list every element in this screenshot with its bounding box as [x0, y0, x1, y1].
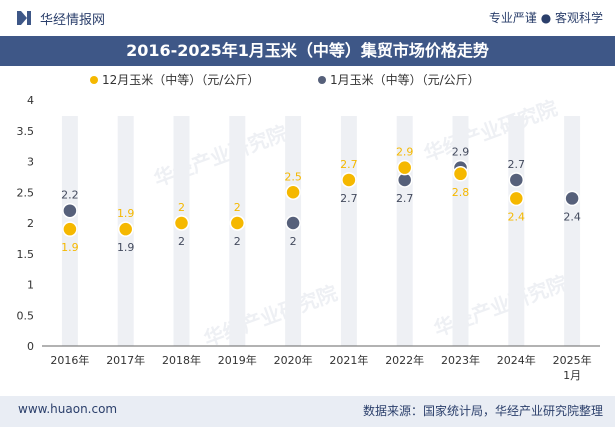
x-tick-label: 2017年: [106, 353, 145, 367]
series-0-label: 2: [234, 201, 241, 214]
title-bar: [0, 36, 615, 66]
series-1-point: [62, 202, 78, 219]
series-1-label: 2.7: [396, 192, 414, 205]
x-tick-label: 2024年: [497, 353, 536, 367]
footer-source: 数据来源：国家统计局，华经产业研究院整理: [362, 404, 603, 418]
footer-website[interactable]: www.huaon.com: [18, 402, 118, 416]
x-tick-label: 2016年: [50, 353, 89, 367]
category-band: [229, 116, 246, 346]
series-0-label: 1.9: [117, 207, 135, 220]
series-0-point: [62, 221, 78, 237]
legend-marker: [318, 76, 326, 84]
y-tick-label: 0: [27, 340, 34, 353]
x-tick-label: 2022年: [385, 353, 424, 367]
y-tick-label: 4: [27, 94, 34, 107]
legend-label: 12月玉米（中等）（元/公斤）: [102, 72, 259, 87]
x-tick-label: 2019年: [218, 353, 257, 367]
x-tick-label: 2020年: [274, 353, 313, 367]
x-tick-label: 1月: [563, 369, 581, 382]
series-1-label: 2.7: [340, 192, 358, 205]
category-band: [564, 116, 581, 346]
category-band: [173, 116, 190, 346]
series-1-label: 2.9: [452, 146, 470, 159]
series-1-point: [508, 172, 525, 188]
series-1-label: 2.4: [563, 210, 581, 223]
brand-tags: 专业严谨 ● 客观科学: [488, 11, 603, 25]
series-0-label: 1.9: [61, 241, 79, 254]
series-1-label: 2.2: [61, 189, 79, 202]
series-0-point: [117, 221, 134, 237]
series-0-label: 2: [178, 201, 185, 214]
chart-area: 12月玉米（中等）（元/公斤） 1月玉米（中等）（元/公斤） 0 0.5 1 1.5 2 2.…: [17, 72, 600, 382]
category-band: [340, 116, 357, 346]
y-tick-label: 3.5: [17, 125, 35, 138]
series-1-point: [285, 215, 301, 231]
series-0-label: 2.9: [396, 146, 414, 159]
category-band: [285, 116, 302, 346]
x-tick-label: 2018年: [162, 353, 201, 367]
series-1-label: 1.9: [117, 241, 135, 254]
series-0-point: [508, 190, 525, 207]
series-0-label: 2.7: [340, 158, 358, 171]
series-0-point: [285, 184, 301, 200]
legend-marker: [90, 76, 98, 84]
series-0-point: [452, 166, 469, 182]
y-tick-label: 2: [27, 217, 34, 230]
series-1-label: 2: [178, 235, 185, 248]
chart-title: 2016-2025年1月玉米（中等）集贸市场价格走势: [126, 41, 489, 60]
x-tick-label: 2021年: [329, 353, 368, 367]
series-1-label: 2.7: [508, 158, 526, 171]
y-tick-label: 1.5: [17, 248, 35, 261]
top-bar: 华经情报网 专业严谨 ● 客观科学: [0, 0, 615, 36]
y-tick-label: 2.5: [17, 186, 35, 199]
x-tick-label: 2023年: [441, 353, 480, 367]
series-1-point: [564, 190, 580, 207]
y-tick-label: 1: [27, 279, 34, 292]
logo-icon: [17, 11, 31, 25]
series-0-label: 2.4: [508, 210, 526, 223]
x-tick-label: 2025年: [553, 353, 592, 367]
brand-name: 华经情报网: [40, 13, 106, 28]
series-1-label: 2: [290, 235, 297, 248]
y-tick-label: 0.5: [17, 309, 35, 322]
category-band: [508, 116, 525, 346]
series-0-point: [229, 215, 246, 231]
legend-label: 1月玉米（中等）（元/公斤）: [330, 72, 480, 87]
series-0-point: [396, 159, 413, 176]
series-0-point: [341, 172, 357, 188]
y-tick-label: 3: [27, 156, 34, 169]
series-0-label: 2.8: [452, 186, 470, 199]
series-0-label: 2.5: [284, 170, 302, 183]
series-1-label: 2: [234, 235, 241, 248]
series-0-point: [173, 215, 190, 231]
footer-bar: [0, 396, 615, 427]
